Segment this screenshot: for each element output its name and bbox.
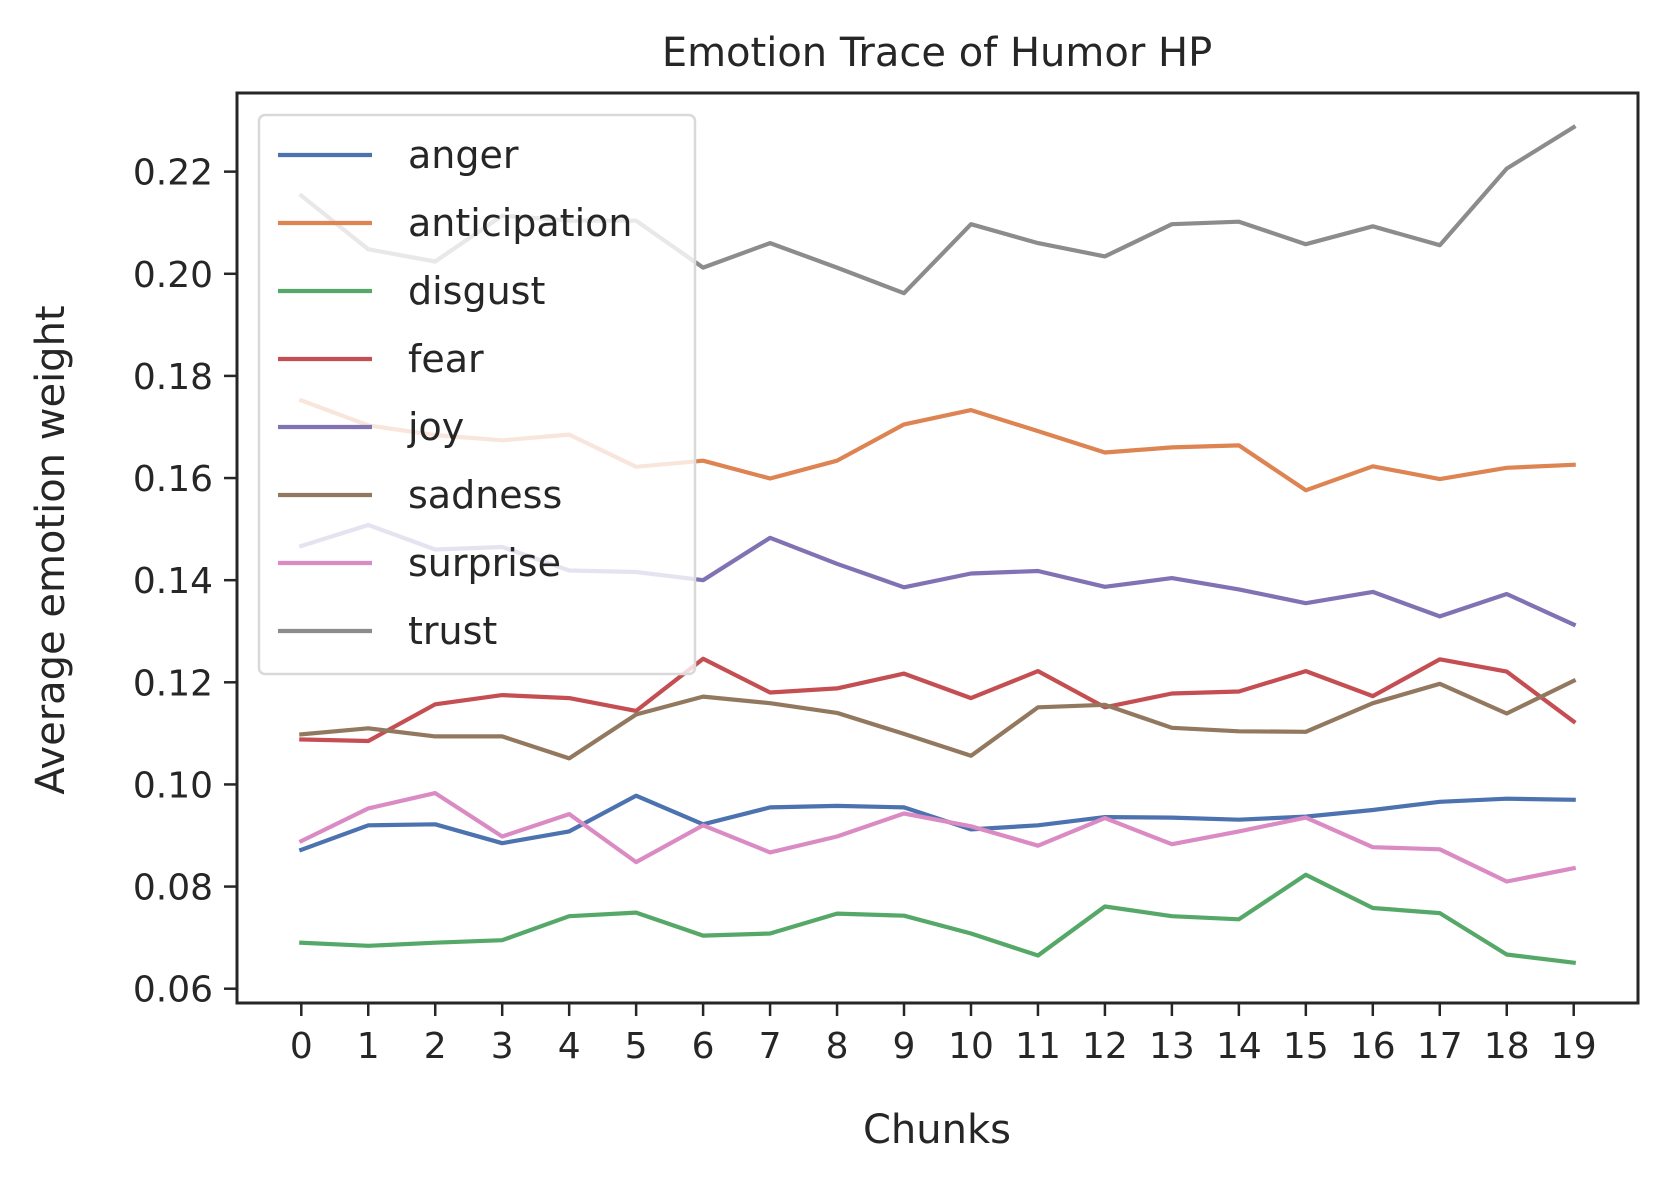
x-tick-label: 19 [1551, 1026, 1597, 1067]
legend-label-surprise: surprise [408, 541, 561, 585]
x-tick-label: 1 [357, 1026, 380, 1067]
x-axis-title: Chunks [863, 1107, 1011, 1153]
series-line-surprise [298, 790, 1577, 884]
x-tick-label: 2 [424, 1026, 447, 1067]
legend-label-trust: trust [408, 609, 497, 653]
y-tick-label: 0.14 [133, 561, 213, 602]
x-tick-label: 5 [625, 1026, 648, 1067]
legend: anger anticipation disgust fear joy sadness su… [257, 113, 697, 676]
legend-label-sadness: sadness [408, 473, 562, 517]
plot-frame [235, 91, 1640, 1005]
legend-label-disgust: disgust [408, 269, 545, 313]
x-tick-label: 0 [290, 1026, 313, 1067]
x-tick-label: 16 [1350, 1026, 1396, 1067]
y-tick-label: 0.06 [133, 970, 213, 1011]
y-tick-label: 0.18 [133, 357, 213, 398]
x-tick-label: 18 [1484, 1026, 1530, 1067]
y-tick-label: 0.12 [133, 663, 213, 704]
x-tick-label: 8 [826, 1026, 849, 1067]
y-tick-label: 0.10 [133, 765, 213, 806]
series-line-disgust [299, 872, 1577, 966]
y-tick-label: 0.08 [133, 868, 213, 909]
x-tick-label: 10 [948, 1026, 994, 1067]
y-tick-label: 0.16 [133, 459, 213, 500]
legend-label-anger: anger [408, 133, 519, 177]
x-tick-label: 7 [759, 1026, 782, 1067]
legend-label-joy: joy [407, 405, 464, 449]
x-tick-label: 11 [1015, 1026, 1061, 1067]
legend-label-anticipation: anticipation [408, 201, 632, 245]
y-tick-label: 0.22 [133, 153, 213, 194]
series-line-anger [298, 793, 1576, 853]
x-tick-label: 4 [558, 1026, 581, 1067]
x-tick-label: 12 [1082, 1026, 1128, 1067]
series-line-fear [299, 656, 1577, 744]
x-tick-label: 6 [692, 1026, 715, 1067]
x-tick-label: 15 [1283, 1026, 1329, 1067]
x-tick-label: 9 [893, 1026, 916, 1067]
x-tick-label: 14 [1216, 1026, 1262, 1067]
legend-label-fear: fear [408, 337, 484, 381]
legend-box [257, 113, 697, 676]
series-line-sadness [299, 677, 1577, 761]
chart-title: Emotion Trace of Humor HP [662, 30, 1212, 76]
x-tick-label: 13 [1149, 1026, 1195, 1067]
y-axis-title: Average emotion weight [28, 305, 74, 794]
y-tick-label: 0.20 [133, 255, 213, 296]
series-layer [298, 124, 1577, 966]
x-tick-label: 3 [491, 1026, 514, 1067]
x-tick-label: 17 [1417, 1026, 1463, 1067]
axes-layer: 0 1 2 3 4 5 6 7 8 9 10 11 12 13 14 15 16 17 18 190.060.080.… [133, 153, 1597, 1067]
